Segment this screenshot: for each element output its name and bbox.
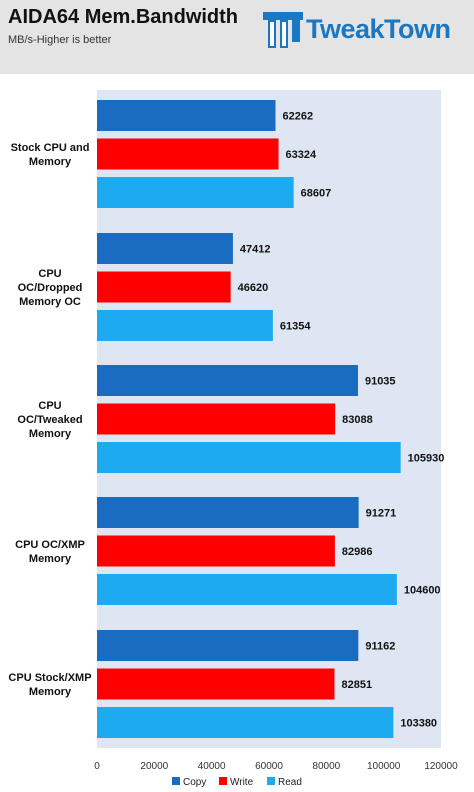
data-label: 63324 [286,149,317,161]
bar-write [97,138,279,170]
tweaktown-logo: TweakTown [262,10,467,52]
legend-swatch-read [267,777,275,785]
legend-label-copy: Copy [183,777,206,788]
bar-chart: 62262 63324 68607 Stock CPU and Memory 47412 4… [8,90,458,788]
bar-read [97,310,273,341]
legend-label-read: Read [278,777,302,788]
data-label: 91271 [366,508,397,520]
category-label: OC/Tweaked [17,414,82,426]
bar-read [97,442,401,473]
x-tick-label: 20000 [140,761,168,772]
bar-copy [97,100,276,131]
x-tick-label: 40000 [198,761,226,772]
bar-write [97,668,335,700]
legend-swatch-write [219,777,227,785]
x-tick-label: 80000 [312,761,340,772]
data-label: 105930 [408,453,445,465]
legend-swatch-copy [172,777,180,785]
data-label: 68607 [301,188,332,200]
data-label: 46620 [238,282,269,294]
category-label: Memory [29,553,72,565]
category-label: Memory [29,156,72,168]
category-label: CPU Stock/XMP [8,672,91,684]
data-label: 91035 [365,376,396,388]
category-label: Memory [29,428,72,440]
tweaktown-logo-text: TweakTown [306,14,451,44]
bar-read [97,574,397,605]
bar-write [97,535,335,567]
x-tick-label: 60000 [255,761,283,772]
category-label: Memory [29,686,72,698]
data-label: 47412 [240,244,271,256]
chart-header: AIDA64 Mem.Bandwidth MB/s-Higher is bett… [0,0,474,74]
legend-label-write: Write [230,777,254,788]
x-tick-label: 120000 [424,761,458,772]
data-label: 104600 [404,585,441,597]
bar-copy [97,630,359,661]
bar-copy [97,497,359,528]
bar-write [97,271,231,303]
bar-write [97,403,336,435]
chart-subtitle: MB/s-Higher is better [8,34,112,46]
category-label: Memory OC [19,296,81,308]
chart-title: AIDA64 Mem.Bandwidth [8,6,239,28]
category-label: Stock CPU and [11,142,90,154]
data-label: 82851 [342,679,373,691]
data-label: 83088 [342,414,373,426]
bar-copy [97,233,233,264]
bar-read [97,177,294,208]
x-tick-label: 0 [94,761,100,772]
x-tick-label: 100000 [367,761,401,772]
category-label: OC/Dropped [18,282,83,294]
category-label: CPU OC/XMP [15,539,85,551]
category-label: CPU [38,400,61,412]
data-label: 91162 [365,641,395,653]
data-label: 62262 [282,111,313,123]
bar-copy [97,365,358,396]
data-label: 103380 [400,718,437,730]
bar-read [97,707,394,738]
data-label: 82986 [342,546,373,558]
data-label: 61354 [280,321,311,333]
category-label: CPU [38,268,61,280]
tweaktown-logo-icon [263,12,303,48]
